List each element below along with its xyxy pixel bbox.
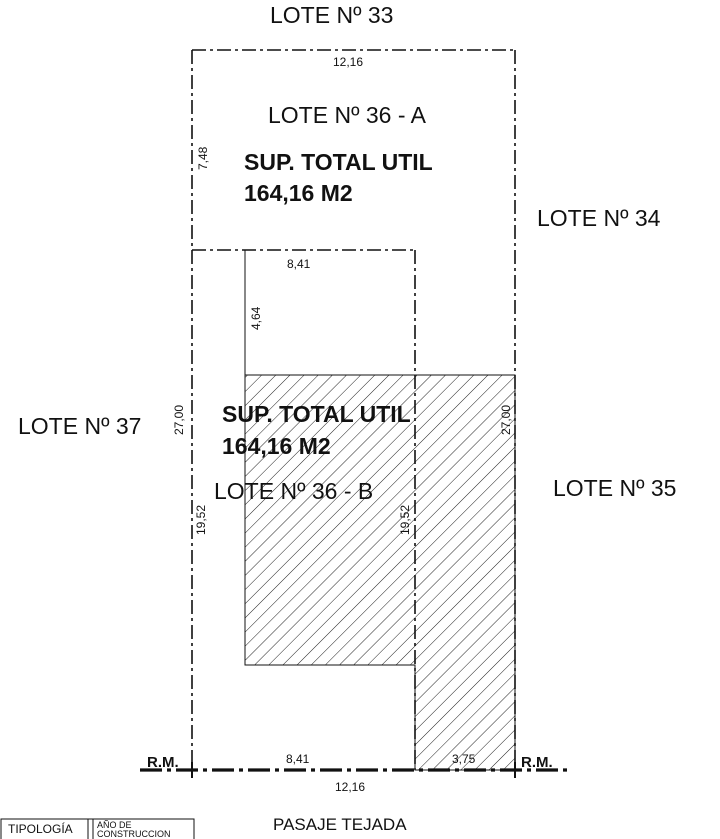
dimension-top-width: 12,16 [333, 55, 363, 69]
legend-box: TIPOLOGÍA AÑO DE CONSTRUCCION [0, 818, 195, 839]
dimension-right-total-depth: 27,00 [499, 405, 513, 435]
neighbor-lot-33-label: LOTE Nº 33 [270, 2, 393, 28]
lot-36a-area-value: 164,16 M2 [244, 180, 353, 206]
dimension-left-lower-depth: 19,52 [194, 505, 208, 535]
dimension-front-left-width: 8,41 [286, 752, 310, 766]
lot-36a-label: LOTE Nº 36 - A [268, 102, 427, 128]
dimension-inner-lower-depth: 19,52 [398, 505, 412, 535]
dimension-front-total-width: 12,16 [335, 780, 365, 794]
legend-tipologia: TIPOLOGÍA [8, 821, 73, 836]
dimension-inner-width: 8,41 [287, 257, 311, 271]
outer-boundary [191, 49, 516, 770]
dimension-lot-a-depth: 7,48 [196, 146, 210, 170]
dimension-left-total-depth: 27,00 [172, 405, 186, 435]
lot-division-line [192, 249, 416, 770]
legend-anio-line2: CONSTRUCCION [97, 829, 171, 839]
municipal-front-line [140, 762, 570, 778]
dimension-inner-depth: 4,64 [249, 306, 263, 330]
lot-36b-label: LOTE Nº 36 - B [214, 478, 373, 504]
neighbor-lot-34-label: LOTE Nº 34 [537, 205, 661, 231]
lot-36b-area-value: 164,16 M2 [222, 433, 331, 459]
street-name: PASAJE TEJADA [273, 815, 407, 834]
lot-36a-area-title: SUP. TOTAL UTIL [244, 149, 433, 175]
lot-36b-area-title: SUP. TOTAL UTIL [222, 401, 411, 427]
legend-anio-line1: AÑO DE [97, 820, 132, 830]
rm-marker-left: R.M. [147, 754, 179, 771]
neighbor-lot-37-label: LOTE Nº 37 [18, 413, 141, 439]
dimension-front-right-width: 3,75 [452, 752, 476, 766]
rm-marker-right: R.M. [521, 754, 553, 771]
neighbor-lot-35-label: LOTE Nº 35 [553, 475, 676, 501]
